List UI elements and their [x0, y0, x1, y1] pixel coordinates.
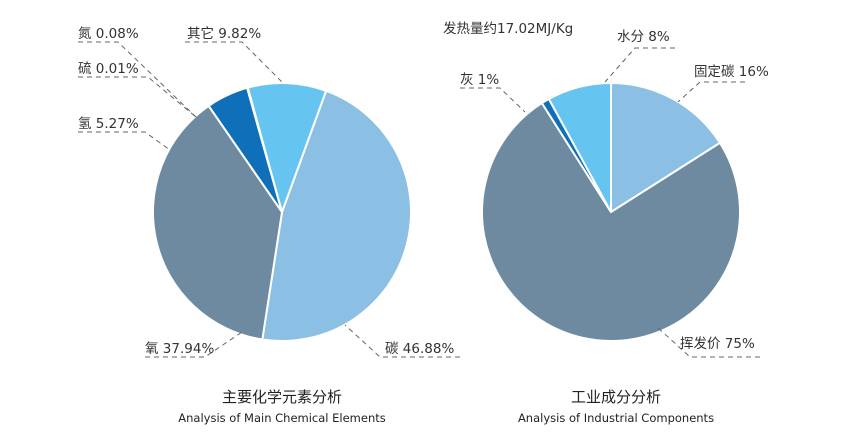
chart-subtitle: Analysis of Industrial Components [517, 411, 715, 425]
pie-slice-水分 [547, 81, 612, 213]
label-nitrogen: 氮 0.08% [78, 26, 139, 42]
label-carbon: 碳 46.88% [385, 341, 455, 357]
pie-slice-其它 [246, 82, 328, 216]
leader-other [185, 41, 283, 83]
leader-nitrogen [78, 41, 197, 118]
label-water: 水分 8% [617, 29, 670, 45]
caption-left: 主要化学元素分析 Analysis of Main Chemical Eleme… [132, 386, 432, 425]
pie-slice-碳 [261, 89, 412, 342]
caption-right: 工业成分分析 Analysis of Industrial Components [466, 386, 766, 425]
leader-hydrogen [78, 131, 171, 151]
leader-carbon [344, 324, 460, 358]
chart-subtitle: Analysis of Main Chemical Elements [178, 411, 386, 425]
label-hydrogen: 氢 5.27% [78, 116, 139, 132]
pie-slice-氧 [152, 104, 284, 341]
heat-value-annotation: 发热量约17.02MJ/Kg [443, 21, 574, 37]
leader-fixed-carbon [677, 81, 745, 103]
leader-sulfur [78, 76, 197, 118]
pie-slice-挥发价 [481, 101, 741, 342]
label-other: 其它 9.82% [187, 26, 262, 42]
label-ash: 灰 1% [460, 72, 500, 88]
label-oxygen: 氧 37.94% [145, 341, 215, 357]
chart-title: 主要化学元素分析 [221, 388, 342, 406]
pie-main-elements [152, 82, 412, 342]
pie-slice-固定碳 [610, 81, 722, 214]
leader-lines [78, 41, 760, 358]
pie-industrial-components [481, 81, 741, 342]
leader-water [604, 47, 675, 83]
label-volatile: 挥发价 75% [680, 336, 755, 352]
leader-volatile [654, 324, 760, 358]
label-sulfur: 硫 0.01% [78, 61, 139, 77]
label-fixed-carbon: 固定碳 16% [694, 64, 769, 80]
leader-ash [460, 87, 526, 113]
chart-title: 工业成分分析 [570, 388, 661, 406]
leader-oxygen [145, 329, 246, 358]
